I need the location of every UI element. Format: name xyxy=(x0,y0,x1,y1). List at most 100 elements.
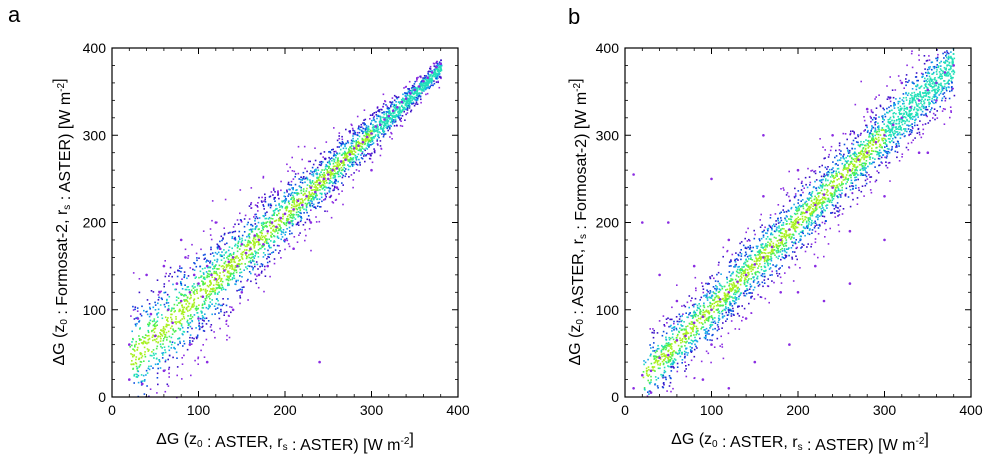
density-dot xyxy=(288,193,290,195)
density-dot xyxy=(693,303,695,306)
density-dot xyxy=(383,125,385,128)
density-dot xyxy=(183,306,186,309)
density-dot xyxy=(923,114,925,116)
density-dot xyxy=(329,168,332,170)
density-dot xyxy=(313,193,315,195)
density-dot xyxy=(403,98,406,100)
density-dot xyxy=(131,341,133,343)
density-dot xyxy=(883,142,885,144)
density-dot xyxy=(833,180,835,182)
density-dot xyxy=(334,173,336,175)
density-dot xyxy=(310,209,312,211)
density-dot xyxy=(301,198,303,200)
density-dot xyxy=(814,220,816,223)
density-dot xyxy=(178,291,181,294)
density-dot xyxy=(390,118,392,120)
density-dot xyxy=(872,126,875,129)
density-dot xyxy=(231,306,233,309)
density-dot xyxy=(368,133,370,136)
density-dot xyxy=(384,100,386,102)
density-dot xyxy=(940,69,943,72)
density-dot xyxy=(782,257,785,259)
density-dot xyxy=(189,297,191,300)
density-dot xyxy=(433,80,435,82)
density-dot xyxy=(304,202,307,205)
density-dot xyxy=(217,278,220,280)
density-dot xyxy=(364,149,366,152)
density-dot xyxy=(424,78,427,81)
density-dot xyxy=(787,248,790,250)
density-dot xyxy=(152,367,154,369)
density-dot xyxy=(804,201,806,204)
density-dot xyxy=(214,336,216,339)
density-dot xyxy=(387,107,389,109)
density-dot xyxy=(189,340,191,342)
density-dot xyxy=(245,254,247,256)
density-dot xyxy=(334,178,337,181)
density-dot xyxy=(183,295,185,297)
density-dot xyxy=(365,131,368,133)
density-dot xyxy=(797,216,799,219)
density-dot xyxy=(402,93,404,96)
density-dot xyxy=(375,113,378,116)
density-dot xyxy=(363,140,365,142)
density-dot xyxy=(826,200,829,203)
data-point xyxy=(154,334,157,338)
density-dot xyxy=(220,265,223,268)
density-dot xyxy=(670,356,672,358)
density-dot xyxy=(428,87,430,90)
density-dot xyxy=(250,229,253,232)
data-point xyxy=(266,229,270,233)
density-dot xyxy=(167,302,170,304)
density-dot xyxy=(160,337,162,340)
density-dot xyxy=(222,298,224,300)
density-dot xyxy=(888,148,890,150)
density-dot xyxy=(183,271,186,273)
density-dot xyxy=(743,294,746,297)
density-dot xyxy=(299,232,301,234)
data-point xyxy=(197,317,200,320)
density-dot xyxy=(214,313,216,315)
density-dot xyxy=(385,120,387,122)
density-dot xyxy=(702,323,704,325)
density-dot xyxy=(353,150,356,152)
density-dot xyxy=(820,185,822,188)
density-dot xyxy=(860,132,862,135)
density-dot xyxy=(277,227,279,229)
density-dot xyxy=(429,80,432,82)
density-dot xyxy=(341,153,344,156)
density-dot xyxy=(287,243,290,245)
density-dot xyxy=(804,216,806,218)
density-dot xyxy=(768,268,771,270)
density-dot xyxy=(351,161,354,164)
density-dot xyxy=(390,132,393,135)
density-dot xyxy=(183,340,185,342)
density-dot xyxy=(310,170,312,172)
density-dot xyxy=(854,169,856,172)
density-dot xyxy=(179,322,181,325)
density-dot xyxy=(870,176,873,178)
density-dot xyxy=(134,308,136,311)
density-dot xyxy=(705,350,708,353)
density-dot xyxy=(401,125,404,127)
density-dot xyxy=(296,198,298,201)
density-dot xyxy=(374,120,377,123)
density-dot xyxy=(936,69,938,71)
density-dot xyxy=(364,131,367,133)
density-dot xyxy=(425,75,428,77)
density-dot xyxy=(345,155,348,158)
density-dot xyxy=(380,108,382,111)
density-dot xyxy=(229,267,231,269)
density-dot xyxy=(942,108,945,110)
density-dot xyxy=(847,149,849,151)
density-dot xyxy=(788,170,790,173)
density-dot xyxy=(734,293,737,296)
density-dot xyxy=(247,243,250,246)
density-dot xyxy=(661,360,664,363)
density-dot xyxy=(822,200,825,203)
density-dot xyxy=(177,269,179,272)
density-dot xyxy=(810,170,812,172)
density-dot xyxy=(801,246,803,248)
density-dot xyxy=(929,81,931,84)
density-dot xyxy=(343,162,345,165)
